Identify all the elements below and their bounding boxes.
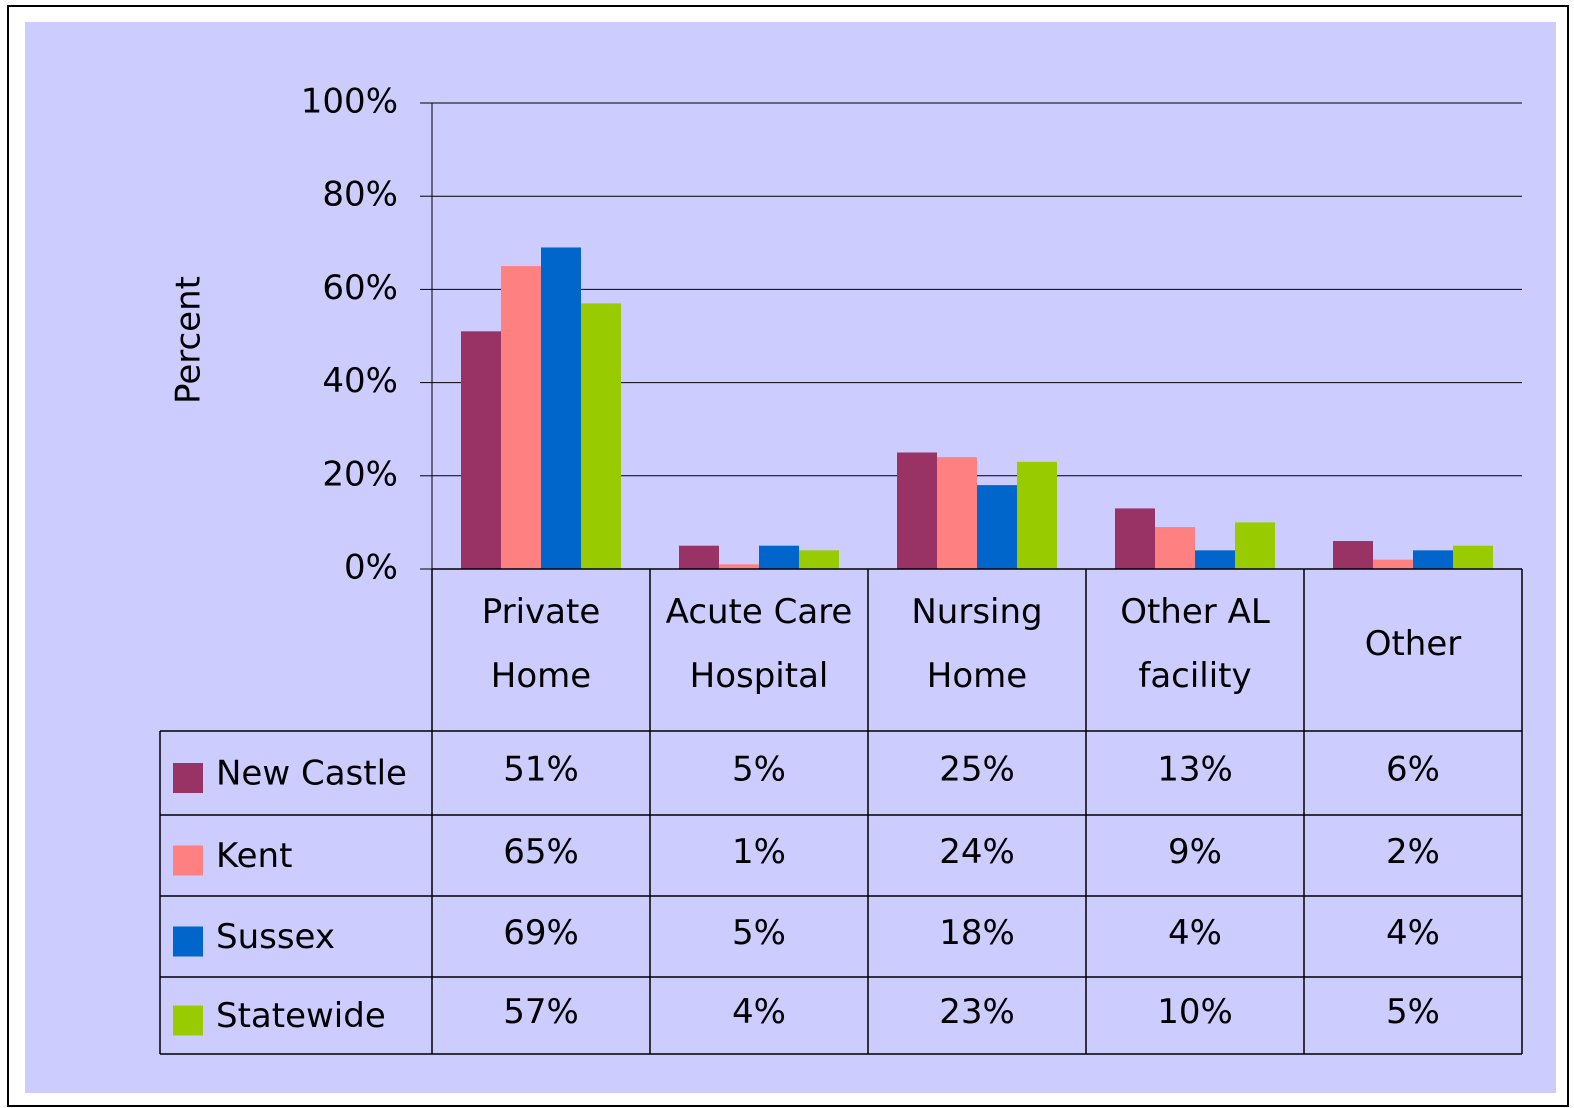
legend-swatch <box>173 926 203 957</box>
bar <box>1453 545 1493 569</box>
data-label: 2% <box>1386 832 1440 872</box>
bar <box>977 485 1017 569</box>
bar <box>1155 527 1195 569</box>
bar <box>679 545 719 569</box>
bar <box>1333 541 1373 569</box>
legend-swatch <box>173 763 203 793</box>
data-label: 6% <box>1386 750 1440 790</box>
legend-label: Statewide <box>216 996 386 1036</box>
bar <box>501 266 541 569</box>
data-label: 4% <box>732 992 786 1032</box>
y-tick-label: 80% <box>322 175 398 215</box>
legend-label: Sussex <box>216 917 335 957</box>
bar <box>1017 461 1057 569</box>
bar <box>1373 559 1413 569</box>
bar <box>1413 550 1453 569</box>
data-label: 23% <box>939 992 1015 1032</box>
data-label: 57% <box>503 992 579 1032</box>
data-label: 69% <box>503 913 579 953</box>
legend-label: Kent <box>216 836 292 876</box>
bar <box>759 545 799 569</box>
y-tick-label: 20% <box>322 454 398 494</box>
data-label: 10% <box>1157 992 1233 1032</box>
bar <box>1195 550 1235 569</box>
data-label: 13% <box>1157 750 1233 790</box>
bar <box>897 452 937 569</box>
data-label: 24% <box>939 832 1015 872</box>
y-tick-label: 40% <box>322 361 398 401</box>
bar <box>937 457 977 569</box>
bar <box>461 331 501 569</box>
y-tick-label: 60% <box>322 268 398 308</box>
bar <box>1115 508 1155 569</box>
bar <box>1235 522 1275 569</box>
bar <box>719 564 759 569</box>
data-label: 5% <box>732 913 786 953</box>
data-label: 5% <box>1386 992 1440 1032</box>
bar <box>799 550 839 569</box>
data-label: 5% <box>732 750 786 790</box>
data-label: 9% <box>1168 832 1222 872</box>
y-tick-label: 100% <box>301 82 398 122</box>
x-tick-label: Acute Care Hospital <box>665 592 853 696</box>
bar <box>581 303 621 569</box>
bar <box>541 247 581 569</box>
data-label: 25% <box>939 750 1015 790</box>
legend-swatch <box>173 845 203 876</box>
y-tick-label: 0% <box>344 548 398 588</box>
x-tick-label: Other AL facility <box>1120 592 1270 696</box>
x-tick-label: Private Home <box>481 592 601 696</box>
data-label: 65% <box>503 832 579 872</box>
data-label: 4% <box>1168 913 1222 953</box>
data-label: 18% <box>939 913 1015 953</box>
data-label: 1% <box>732 832 786 872</box>
data-label: 51% <box>503 750 579 790</box>
y-axis-label: Percent <box>169 276 209 404</box>
data-label: 4% <box>1386 913 1440 953</box>
legend-label: New Castle <box>216 754 407 794</box>
x-tick-label: Nursing Home <box>911 592 1043 696</box>
x-tick-label: Other <box>1364 624 1462 664</box>
legend-swatch <box>173 1005 203 1036</box>
